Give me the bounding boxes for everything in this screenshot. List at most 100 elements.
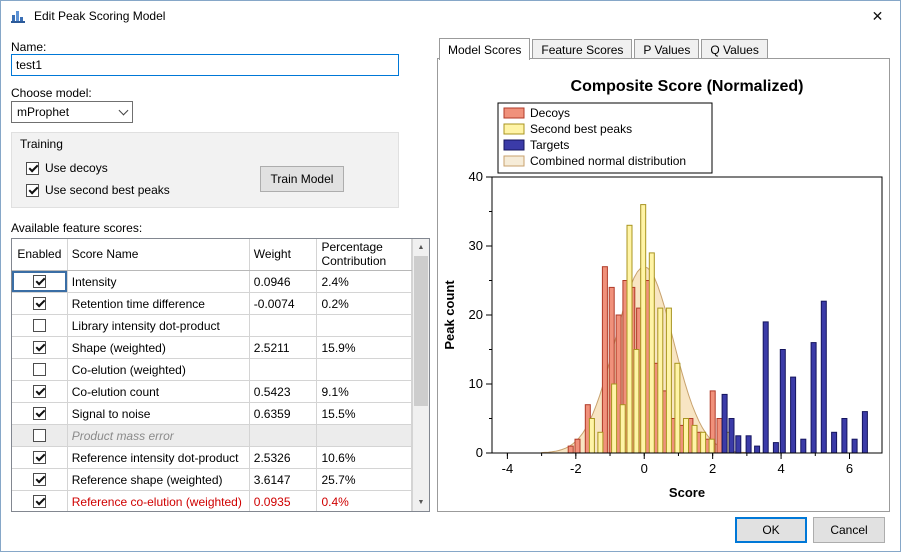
svg-text:0: 0 bbox=[641, 461, 648, 476]
enabled-checkbox[interactable] bbox=[33, 341, 46, 354]
table-row[interactable]: Intensity0.09462.4% bbox=[12, 271, 412, 293]
tab-q-values[interactable]: Q Values bbox=[701, 39, 767, 59]
svg-text:Combined normal distribution: Combined normal distribution bbox=[530, 154, 686, 168]
enabled-checkbox[interactable] bbox=[33, 319, 46, 332]
percentage-cell bbox=[317, 315, 412, 336]
table-row[interactable]: Library intensity dot-product bbox=[12, 315, 412, 337]
svg-text:Composite Score (Normalized): Composite Score (Normalized) bbox=[571, 78, 804, 95]
chevron-down-icon bbox=[114, 102, 132, 122]
percentage-cell: 9.1% bbox=[317, 381, 412, 402]
weight-cell bbox=[250, 359, 318, 380]
enabled-checkbox[interactable] bbox=[33, 297, 46, 310]
table-row[interactable]: Co-elution count0.54239.1% bbox=[12, 381, 412, 403]
enabled-cell[interactable] bbox=[12, 425, 68, 446]
cancel-button[interactable]: Cancel bbox=[813, 517, 885, 543]
enabled-cell[interactable] bbox=[12, 469, 68, 490]
weight-cell bbox=[250, 425, 318, 446]
weight-cell: 0.5423 bbox=[250, 381, 318, 402]
training-group: Training Use decoys Use second best peak… bbox=[11, 132, 399, 208]
enabled-cell[interactable] bbox=[12, 359, 68, 380]
enabled-cell[interactable] bbox=[12, 271, 68, 292]
use-decoys-label: Use decoys bbox=[45, 161, 108, 175]
scrollbar-up-icon[interactable]: ▲ bbox=[413, 239, 429, 256]
close-icon[interactable]: ✕ bbox=[855, 1, 900, 31]
enabled-cell[interactable] bbox=[12, 337, 68, 358]
edit-peak-scoring-model-dialog: Edit Peak Scoring Model ✕ Name: Choose m… bbox=[0, 0, 901, 552]
header-score-name[interactable]: Score Name bbox=[68, 239, 250, 270]
table-scrollbar[interactable]: ▲ ▼ bbox=[412, 239, 429, 511]
enabled-checkbox[interactable] bbox=[33, 451, 46, 464]
svg-text:2: 2 bbox=[709, 461, 716, 476]
percentage-cell bbox=[317, 425, 412, 446]
enabled-cell[interactable] bbox=[12, 293, 68, 314]
feature-scores-label: Available feature scores: bbox=[11, 221, 142, 235]
enabled-checkbox[interactable] bbox=[33, 363, 46, 376]
score-name-cell: Co-elution count bbox=[68, 381, 250, 402]
table-row[interactable]: Reference intensity dot-product2.532610.… bbox=[12, 447, 412, 469]
enabled-cell[interactable] bbox=[12, 491, 68, 511]
weight-cell: 0.0935 bbox=[250, 491, 318, 511]
table-row[interactable]: Co-elution (weighted) bbox=[12, 359, 412, 381]
name-input[interactable] bbox=[11, 54, 399, 76]
score-name-cell: Reference intensity dot-product bbox=[68, 447, 250, 468]
percentage-cell: 0.4% bbox=[317, 491, 412, 511]
weight-cell: 0.6359 bbox=[250, 403, 318, 424]
percentage-cell: 15.5% bbox=[317, 403, 412, 424]
use-second-best-label: Use second best peaks bbox=[45, 183, 170, 197]
enabled-checkbox[interactable] bbox=[33, 429, 46, 442]
enabled-checkbox[interactable] bbox=[33, 275, 46, 288]
training-label: Training bbox=[20, 137, 63, 151]
svg-text:Score: Score bbox=[669, 485, 705, 500]
percentage-cell: 10.6% bbox=[317, 447, 412, 468]
table-header-row: Enabled Score Name Weight Percentage Con… bbox=[12, 239, 412, 271]
table-row[interactable]: Retention time difference-0.00740.2% bbox=[12, 293, 412, 315]
score-name-cell: Co-elution (weighted) bbox=[68, 359, 250, 380]
scrollbar-down-icon[interactable]: ▼ bbox=[413, 494, 429, 511]
feature-table-body: Intensity0.09462.4%Retention time differ… bbox=[12, 271, 412, 511]
score-name-cell: Intensity bbox=[68, 271, 250, 292]
enabled-cell[interactable] bbox=[12, 381, 68, 402]
ok-button[interactable]: OK bbox=[735, 517, 807, 543]
scrollbar-thumb[interactable] bbox=[414, 256, 428, 406]
tab-model-scores[interactable]: Model Scores bbox=[439, 38, 530, 60]
svg-text:-2: -2 bbox=[570, 461, 582, 476]
chart-tabstrip: Model Scores Feature Scores P Values Q V… bbox=[439, 38, 770, 59]
table-row[interactable]: Signal to noise0.635915.5% bbox=[12, 403, 412, 425]
enabled-checkbox[interactable] bbox=[33, 473, 46, 486]
table-row[interactable]: Product mass error bbox=[12, 425, 412, 447]
enabled-checkbox[interactable] bbox=[33, 495, 46, 508]
percentage-cell: 15.9% bbox=[317, 337, 412, 358]
score-name-cell: Product mass error bbox=[68, 425, 250, 446]
header-weight[interactable]: Weight bbox=[250, 239, 318, 270]
use-decoys-checkbox[interactable] bbox=[26, 162, 39, 175]
svg-text:6: 6 bbox=[846, 461, 853, 476]
choose-model-label: Choose model: bbox=[11, 86, 92, 100]
score-name-cell: Reference shape (weighted) bbox=[68, 469, 250, 490]
enabled-checkbox[interactable] bbox=[33, 385, 46, 398]
svg-text:20: 20 bbox=[469, 307, 483, 322]
name-label: Name: bbox=[11, 40, 46, 54]
use-decoys-checkbox-row[interactable]: Use decoys bbox=[26, 161, 108, 175]
enabled-cell[interactable] bbox=[12, 447, 68, 468]
use-second-best-checkbox[interactable] bbox=[26, 184, 39, 197]
enabled-checkbox[interactable] bbox=[33, 407, 46, 420]
tab-feature-scores[interactable]: Feature Scores bbox=[532, 39, 632, 59]
table-row[interactable]: Shape (weighted)2.521115.9% bbox=[12, 337, 412, 359]
title-bar: Edit Peak Scoring Model ✕ bbox=[1, 1, 900, 31]
enabled-cell[interactable] bbox=[12, 315, 68, 336]
header-percentage-contribution[interactable]: Percentage Contribution bbox=[317, 239, 412, 270]
model-scores-chart: -4-20246010203040Composite Score (Normal… bbox=[438, 59, 889, 511]
svg-text:Targets: Targets bbox=[530, 138, 569, 152]
table-row[interactable]: Reference shape (weighted)3.614725.7% bbox=[12, 469, 412, 491]
header-enabled[interactable]: Enabled bbox=[12, 239, 68, 270]
score-name-cell: Signal to noise bbox=[68, 403, 250, 424]
table-row[interactable]: Reference co-elution (weighted)0.09350.4… bbox=[12, 491, 412, 511]
svg-text:Second best peaks: Second best peaks bbox=[530, 122, 632, 136]
weight-cell: 2.5211 bbox=[250, 337, 318, 358]
enabled-cell[interactable] bbox=[12, 403, 68, 424]
use-second-best-checkbox-row[interactable]: Use second best peaks bbox=[26, 183, 170, 197]
model-select[interactable]: mProphet bbox=[11, 101, 133, 123]
train-model-button[interactable]: Train Model bbox=[260, 166, 344, 192]
window-title: Edit Peak Scoring Model bbox=[34, 9, 165, 23]
tab-p-values[interactable]: P Values bbox=[634, 39, 699, 59]
